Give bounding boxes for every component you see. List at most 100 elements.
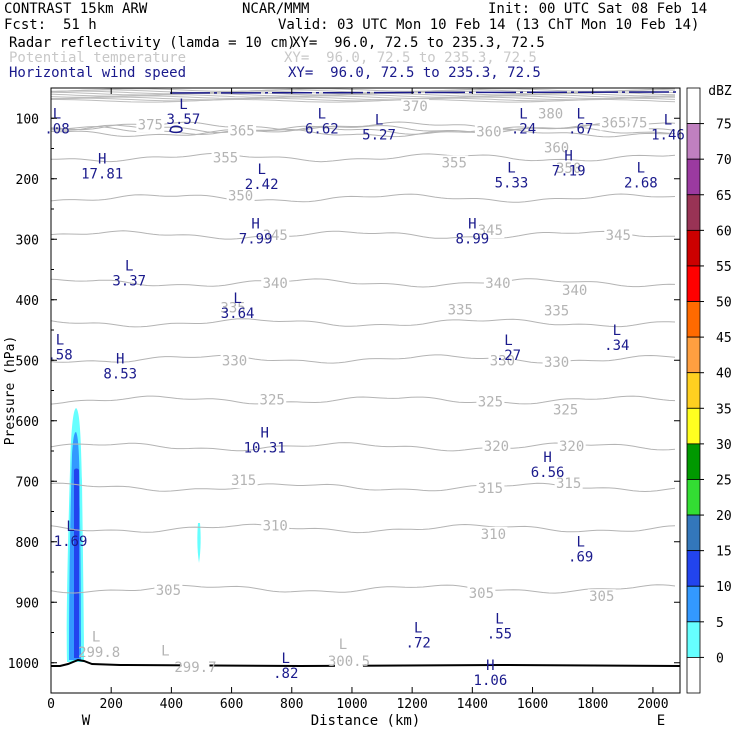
wind-extremum-value: .24 — [511, 121, 536, 137]
wind-extremum-value: 3.57 — [167, 112, 201, 128]
theta-label: 330 — [544, 355, 569, 371]
colorbar-cell — [686, 657, 701, 694]
isentrope-upper-band — [51, 96, 676, 101]
theta-label: 335 — [448, 302, 473, 318]
colorbar-tick-label: 30 — [716, 438, 732, 453]
theta-label: 305 — [589, 589, 614, 605]
colorbar-cell — [686, 229, 701, 267]
east-label: E — [657, 713, 665, 729]
isentrope-360 — [51, 128, 676, 138]
theta-label: 350 — [556, 161, 581, 177]
theta-label: 320 — [484, 439, 509, 455]
y-tick-label: 900 — [16, 596, 39, 611]
theta-label-bg — [587, 589, 616, 605]
theta-label-bg — [220, 353, 249, 369]
field-name-wind: Horizontal wind speed — [9, 65, 187, 81]
wind-extremum-value: 5.33 — [495, 176, 529, 192]
wind-extremum-L: L — [125, 259, 133, 275]
colorbar-cell — [686, 479, 701, 516]
wind-extremum-L: L — [504, 333, 512, 349]
y-tick-label: 300 — [16, 233, 39, 248]
theta-label-bg — [258, 392, 287, 408]
theta-label: 355 — [442, 155, 467, 171]
wind-extremum-H: H — [98, 152, 106, 168]
colorbar-cell — [686, 407, 701, 445]
theta-label-bg — [599, 115, 628, 131]
theta-label-bg — [334, 653, 363, 669]
theta-label-bg — [482, 439, 511, 455]
colorbar-cell — [686, 194, 701, 231]
theta-label-bg — [554, 476, 583, 492]
theta-label-bg — [467, 586, 496, 602]
colorbar-cell — [686, 443, 701, 480]
wind-extremum-value: 2.68 — [624, 176, 658, 192]
theta-label-bg — [261, 228, 290, 244]
wind-extremum-L: L — [56, 333, 64, 349]
reflectivity-echo-small — [197, 523, 201, 563]
isentrope-305 — [51, 584, 676, 594]
colorbar-tick-label: 35 — [716, 402, 732, 417]
theta-label-bg — [554, 160, 583, 176]
theta-label-bg — [85, 644, 114, 660]
isotach-top — [169, 91, 680, 94]
wind-extremum-value: .67 — [568, 121, 593, 137]
theta-label: 325 — [553, 402, 578, 418]
wind-extremum-value: 3.64 — [221, 306, 255, 322]
theta-label: 355 — [213, 151, 238, 167]
wind-extremum-value: 10.31 — [244, 441, 286, 457]
wind-extremum-value: 6.56 — [531, 465, 565, 481]
colorbar-tick-label: 55 — [716, 260, 732, 275]
x-axis-label: Distance (km) — [311, 713, 421, 729]
theta-label: 340 — [562, 283, 587, 299]
theta-label-bg — [181, 659, 210, 675]
colorbar-unit: dBZ — [708, 84, 732, 99]
wind-extremum-value: .69 — [568, 550, 593, 566]
colorbar-tick-label: 0 — [716, 651, 724, 666]
y-tick-label: 100 — [16, 112, 39, 127]
isentrope-325 — [51, 395, 676, 405]
colorbar-cell — [686, 158, 701, 196]
wind-extremum-L: L — [233, 291, 241, 307]
wind-extremum-value: 1.69 — [54, 534, 88, 550]
theta-label-bg — [476, 480, 505, 496]
x-tick-label: 0 — [47, 697, 55, 712]
wind-extremum-value: .58 — [47, 348, 72, 364]
theta-label-bg — [542, 355, 571, 371]
colorbar-tick-label: 70 — [716, 153, 732, 168]
y-tick-label: 500 — [16, 354, 39, 369]
valid-time: Valid: 03 UTC Mon 10 Feb 14 (13 ChT Mon … — [278, 17, 700, 33]
init-time: Init: 00 UTC Sat 08 Feb 14 — [488, 1, 708, 17]
theta-label: 325 — [260, 393, 285, 409]
wind-extremum-L: L — [576, 535, 584, 551]
wind-extremum-H: H — [486, 658, 494, 674]
theta-label: 380 — [538, 106, 563, 122]
colorbar-cell — [686, 372, 701, 409]
wind-extremum-value: 3.37 — [112, 274, 146, 290]
wind-extremum-L: L — [66, 519, 74, 535]
field-xy-wind: XY= 96.0, 72.5 to 235.3, 72.5 — [288, 65, 541, 81]
colorbar-tick-label: 20 — [716, 509, 732, 524]
colorbar-tick-label: 65 — [716, 189, 732, 204]
wind-extremum-L: L — [414, 621, 422, 637]
wind-extremum-value: .34 — [604, 338, 629, 354]
x-tick-label: 800 — [280, 697, 303, 712]
theta-label-bg — [551, 402, 580, 418]
x-tick-label: 1200 — [396, 697, 427, 712]
theta-label: 365 — [229, 123, 254, 139]
theta-label: 305 — [469, 586, 494, 602]
wind-extremum-value: .55 — [487, 626, 512, 642]
wind-extremum-H: H — [116, 351, 124, 367]
isentrope-355 — [51, 152, 676, 163]
fcst-value: 51 h — [63, 17, 97, 33]
x-tick-label: 400 — [160, 697, 183, 712]
wind-extremum-value: 6.62 — [305, 121, 339, 137]
x-tick-label: 1600 — [517, 697, 548, 712]
theta-label-bg — [483, 275, 512, 291]
wind-extremum-value: .27 — [496, 348, 521, 364]
colorbar-cell — [686, 265, 701, 302]
y-axis-label: Pressure (hPa) — [3, 336, 18, 446]
theta-label-bg — [229, 473, 258, 489]
theta-label: 300.5 — [328, 654, 370, 670]
colorbar-tick-label: 50 — [716, 296, 732, 311]
